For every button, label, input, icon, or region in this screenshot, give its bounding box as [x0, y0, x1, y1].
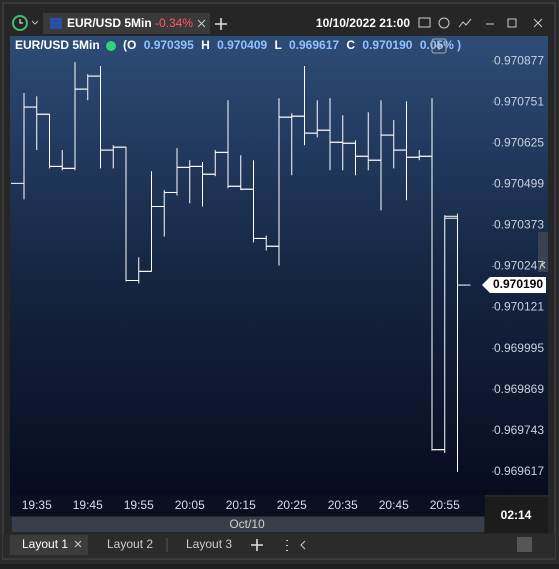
- flag-icon: [50, 18, 62, 29]
- legend-o-label: (O: [123, 38, 136, 52]
- y-tick-label: 0.970877: [494, 53, 544, 67]
- legend-c-label: C: [346, 38, 355, 52]
- status-dot: [106, 41, 116, 51]
- scroll-box[interactable]: [517, 537, 532, 552]
- close-window[interactable]: [533, 18, 543, 28]
- legend-values: (O 0.970395 H 0.970409 L 0.969617 C 0.97…: [123, 38, 461, 52]
- legend-symbol: EUR/USD 5Min: [15, 38, 100, 52]
- date-strip: [12, 517, 484, 532]
- time-axis: [10, 495, 485, 516]
- x-tick-label: 19:45: [73, 498, 103, 512]
- legend-c: 0.970190: [362, 38, 412, 52]
- date-label: Oct/10: [229, 517, 265, 531]
- x-tick-label: 20:55: [430, 498, 460, 512]
- y-tick-label: 0.969743: [494, 423, 544, 437]
- scroll-left[interactable]: [300, 540, 306, 550]
- alarm-icon[interactable]: [438, 17, 450, 29]
- maximize[interactable]: [507, 18, 517, 28]
- y-tick-label: 0.970499: [494, 176, 544, 190]
- legend-h: 0.970409: [217, 38, 267, 52]
- y-tick-label: 0.970625: [494, 135, 544, 149]
- close-tab[interactable]: [197, 19, 206, 28]
- x-tick-label: 20:05: [175, 498, 205, 512]
- symbol-tab[interactable]: [43, 13, 210, 34]
- legend-l-label: L: [275, 38, 282, 52]
- y-tick-label: 0.970121: [494, 300, 544, 314]
- clock-hand: [19, 19, 23, 24]
- close-layout[interactable]: [74, 540, 82, 548]
- y-tick-label: 0.969995: [494, 341, 544, 355]
- indicator-icon[interactable]: [458, 18, 472, 28]
- collapse-arrow[interactable]: [541, 261, 546, 269]
- add-layout[interactable]: [251, 539, 263, 551]
- x-tick-label: 20:45: [379, 498, 409, 512]
- x-tick-label: 20:35: [328, 498, 358, 512]
- collapse-handle[interactable]: [538, 232, 548, 272]
- legend-change: 0.05% ): [420, 38, 461, 52]
- y-tick-label: 0.969617: [494, 464, 544, 478]
- x-tick-label: 19:35: [22, 498, 52, 512]
- x-tick-label: 19:55: [124, 498, 154, 512]
- dropdown[interactable]: [31, 20, 39, 25]
- legend-o: 0.970395: [144, 38, 194, 52]
- y-tick-label: 0.969869: [494, 382, 544, 396]
- layout-tab[interactable]: Layout 1: [22, 537, 68, 551]
- legend-l: 0.969617: [289, 38, 339, 52]
- last-price-label: 0.970190: [493, 277, 543, 291]
- x-tick-label: 20:25: [277, 498, 307, 512]
- clock-icon[interactable]: [12, 15, 28, 31]
- last-price-box: [482, 277, 546, 294]
- tab-bar: [3, 534, 555, 558]
- datetime: 10/10/2022 21:00: [316, 16, 410, 30]
- tab-symbol: EUR/USD 5Min: [67, 16, 152, 30]
- clock-box: [485, 497, 548, 533]
- y-tick-label: 0.970247: [494, 259, 544, 273]
- window-icon[interactable]: [418, 17, 431, 28]
- tab-change: -0.34%: [155, 16, 193, 30]
- plot: 0.970877 0.970751 0.970625 0.970499 0.970373…: [11, 53, 546, 512]
- y-tick-label: 0.970751: [494, 94, 544, 108]
- add-tab[interactable]: [215, 18, 227, 30]
- y-tick-label: 0.970373: [494, 218, 544, 232]
- add-indicator-plus: [435, 42, 443, 50]
- add-indicator[interactable]: [431, 38, 447, 54]
- layout-tab[interactable]: Layout 3: [186, 537, 232, 551]
- x-tick-label: 20:15: [226, 498, 256, 512]
- legend-h-label: H: [201, 38, 210, 52]
- clock: 02:14: [501, 508, 532, 522]
- layout-tab[interactable]: Layout 2: [107, 537, 153, 551]
- layout-tab-active[interactable]: [10, 535, 88, 555]
